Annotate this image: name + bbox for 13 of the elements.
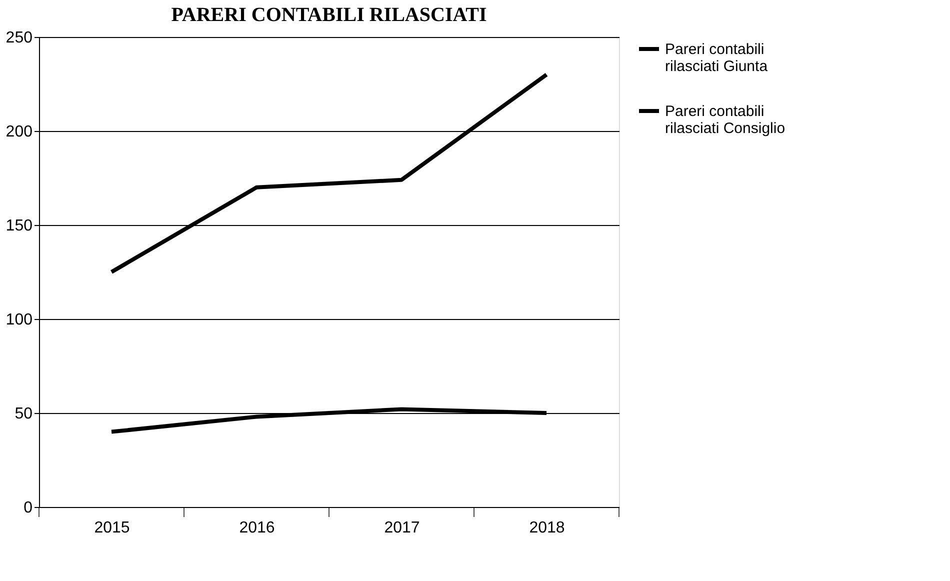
legend-label: Pareri contabili rilasciati Giunta <box>665 41 768 75</box>
y-tick-label: 100 <box>6 312 33 328</box>
y-tick-label: 50 <box>14 406 33 422</box>
y-tick-label: 150 <box>6 218 33 234</box>
y-tick-label: 200 <box>6 124 33 140</box>
x-tick-label: 2018 <box>529 520 565 536</box>
x-tick-label: 2017 <box>384 520 420 536</box>
chart-title: PARERI CONTABILI RILASCIATI <box>171 4 488 26</box>
x-tick-label: 2016 <box>239 520 275 536</box>
legend-label: Pareri contabili rilasciati Consiglio <box>665 103 786 137</box>
y-tick-label: 250 <box>6 30 33 46</box>
x-tick-label: 2015 <box>94 520 130 536</box>
y-tick-label: 0 <box>24 500 33 516</box>
